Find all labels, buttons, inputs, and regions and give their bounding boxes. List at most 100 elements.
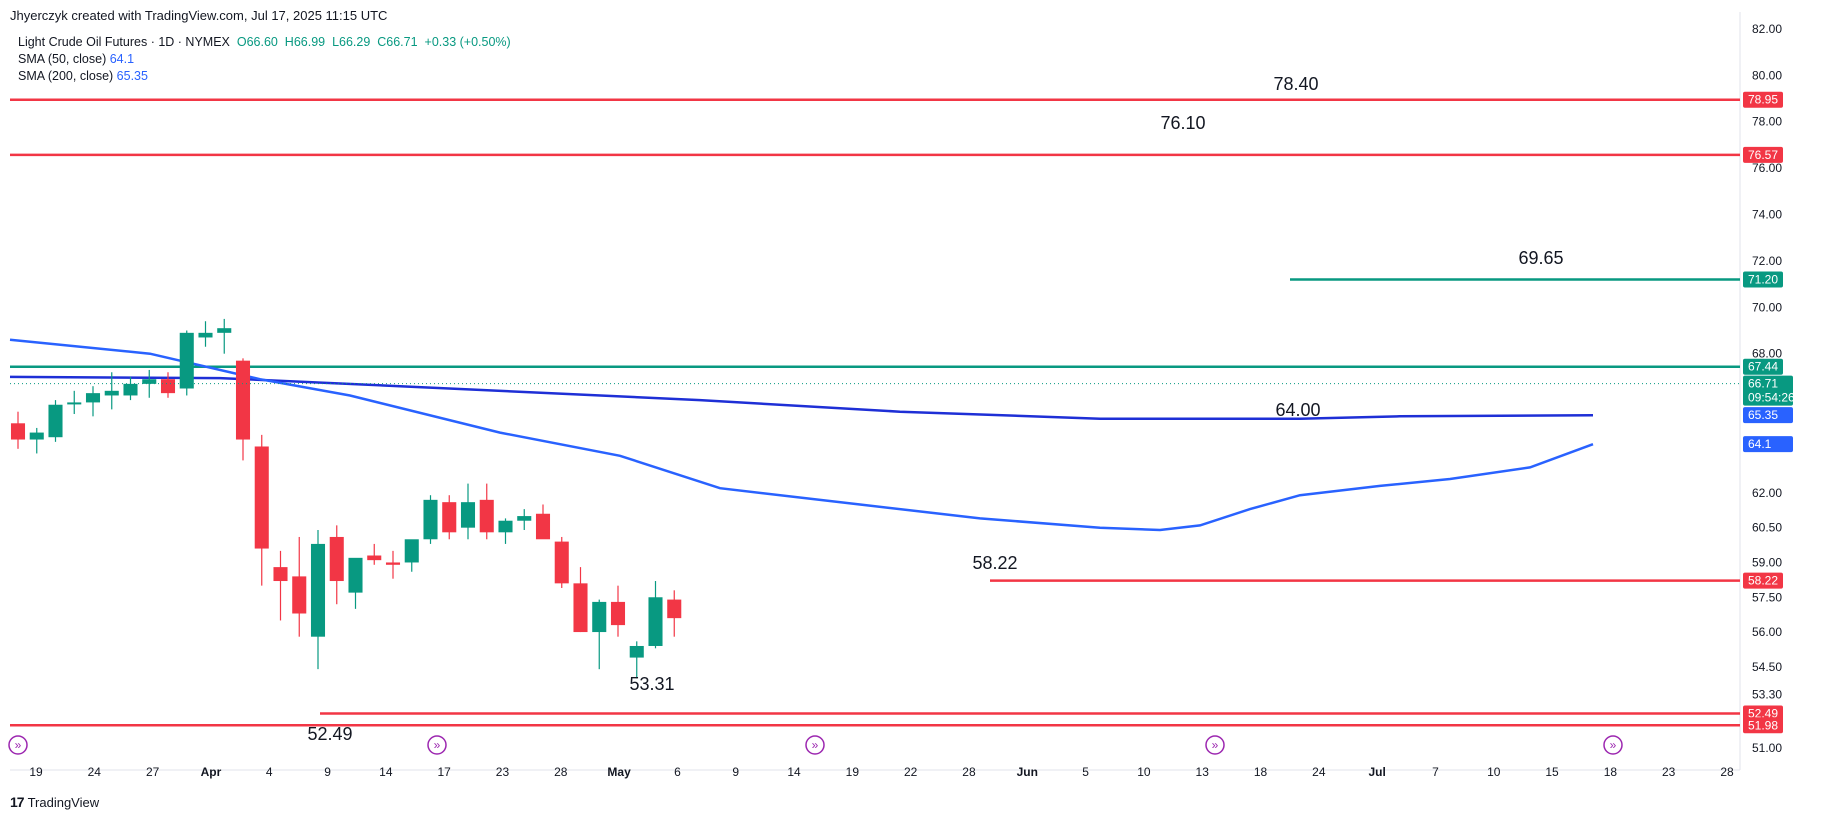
level-price-label: 67.44: [1748, 360, 1778, 374]
level-price-tag: [1743, 572, 1783, 589]
candle-body: [104, 390, 119, 396]
tradingview-logo: 17 TradingView: [10, 794, 99, 810]
high-label: H: [284, 35, 294, 49]
event-marker-icon: [8, 735, 28, 755]
level-price-tag: [1743, 358, 1783, 375]
x-tick-label: 9: [732, 765, 739, 779]
candle-body: [535, 513, 551, 540]
x-tick-label: 7: [1432, 765, 1439, 779]
candle-body: [629, 645, 644, 658]
symbol-name: Light Crude Oil Futures · 1D · NYMEX: [18, 35, 230, 49]
candle-body: [198, 332, 213, 338]
candle-body: [85, 393, 101, 403]
x-tick-label: 15: [1545, 765, 1559, 779]
candle-body: [517, 516, 532, 521]
chart-legend: Light Crude Oil Futures · 1D · NYMEX O66…: [18, 34, 511, 85]
x-tick-label: 23: [1662, 765, 1676, 779]
level-price-label: 78.95: [1748, 93, 1778, 107]
price-annotation: 52.49: [307, 724, 352, 744]
event-marker-icon: [1603, 735, 1623, 755]
legend-symbol-row: Light Crude Oil Futures · 1D · NYMEX O66…: [18, 34, 511, 51]
price-annotation: 58.22: [972, 553, 1017, 573]
sma200-label: SMA (200, close): [18, 69, 114, 83]
candle-body: [235, 360, 251, 440]
candle-body: [329, 536, 344, 582]
price-badge: [1743, 436, 1793, 453]
x-tick-label: 24: [1312, 765, 1326, 779]
x-tick-label: 23: [496, 765, 510, 779]
y-tick-label: 70.00: [1752, 300, 1782, 314]
y-tick-label: 54.50: [1752, 660, 1782, 674]
candle-body: [142, 379, 157, 384]
sma200-line: [9, 375, 1594, 420]
price-badge: [1743, 375, 1793, 406]
x-tick-label: 28: [554, 765, 568, 779]
price-annotation: 64.00: [1275, 400, 1320, 420]
legend-sma200-row: SMA (200, close) 65.35: [18, 68, 511, 85]
event-marker-glyph: »: [434, 738, 441, 752]
event-marker-icon: [1205, 735, 1225, 755]
price-badge-timer: 09:54:26: [1748, 391, 1795, 405]
x-tick-label: 28: [1720, 765, 1734, 779]
x-tick-label: 19: [846, 765, 860, 779]
open-label: O: [236, 35, 247, 49]
candle-body: [10, 423, 26, 440]
x-tick-label: 4: [266, 765, 273, 779]
y-tick-label: 80.00: [1752, 68, 1782, 82]
candle-body: [160, 379, 176, 394]
x-tick-label: 14: [379, 765, 393, 779]
sma50-label: SMA (50, close): [18, 52, 107, 66]
price-badge-label: 66.71: [1748, 377, 1778, 391]
price-badge-label: 64.1: [1748, 437, 1772, 451]
low-label: L: [332, 35, 340, 49]
x-tick-label: 5: [1082, 765, 1089, 779]
open-value: 66.60: [246, 35, 278, 49]
event-marker-glyph: »: [15, 738, 22, 752]
candle-body: [479, 499, 494, 533]
x-tick-label: 10: [1137, 765, 1151, 779]
price-annotation: 69.65: [1518, 248, 1563, 268]
candle-body: [667, 599, 682, 619]
y-tick-label: 72.00: [1752, 254, 1782, 268]
price-badge-label: 65.35: [1748, 408, 1778, 422]
y-tick-label: 68.00: [1752, 347, 1782, 361]
close-label: C: [377, 35, 387, 49]
x-tick-label: 27: [146, 765, 160, 779]
level-price-label: 71.20: [1748, 272, 1778, 286]
x-tick-label: 22: [904, 765, 918, 779]
price-annotation: 78.40: [1273, 74, 1318, 94]
high-value: 66.99: [293, 35, 326, 49]
x-tick-label: 18: [1604, 765, 1618, 779]
event-marker-glyph: »: [1212, 738, 1219, 752]
sma50-line: [9, 338, 1594, 532]
x-tick-label: May: [607, 765, 631, 779]
candle-body: [179, 332, 194, 389]
level-price-label: 76.57: [1748, 148, 1778, 162]
price-badge: [1743, 407, 1793, 424]
candle-body: [217, 328, 232, 333]
candle-body: [573, 583, 588, 633]
candle-body: [592, 601, 607, 633]
x-tick-label: 14: [787, 765, 801, 779]
x-tick-label: 28: [962, 765, 976, 779]
price-annotation: 53.31: [629, 674, 674, 694]
event-marker-icon: [805, 735, 825, 755]
x-tick-label: 19: [29, 765, 43, 779]
event-marker-glyph: »: [812, 738, 819, 752]
candle-body: [610, 601, 626, 626]
chart-credit: Jhyerczyk created with TradingView.com, …: [10, 8, 388, 23]
candle-body: [292, 576, 307, 614]
level-price-tag: [1743, 91, 1783, 108]
x-tick-label: Jun: [1017, 765, 1038, 779]
tradingview-logo-text: TradingView: [27, 794, 100, 810]
level-price-tag: [1743, 146, 1783, 163]
y-tick-label: 57.50: [1752, 590, 1782, 604]
price-annotation: 76.10: [1160, 113, 1205, 133]
x-tick-label: 10: [1487, 765, 1501, 779]
candle-body: [29, 432, 44, 440]
y-tick-label: 82.00: [1752, 22, 1782, 36]
x-tick-label: 6: [674, 765, 681, 779]
y-tick-label: 76.00: [1752, 161, 1782, 175]
x-tick-label: Jul: [1368, 765, 1385, 779]
